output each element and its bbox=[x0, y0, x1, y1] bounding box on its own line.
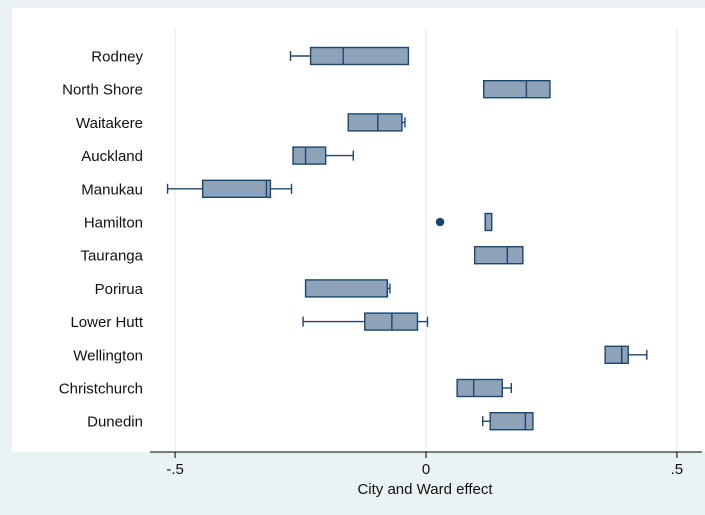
box-body-2 bbox=[347, 113, 403, 132]
x-tick-label-2: .5 bbox=[671, 461, 684, 478]
x-gridlines bbox=[174, 28, 678, 452]
box-body-1 bbox=[483, 79, 551, 99]
box-3 bbox=[292, 146, 354, 165]
box-11 bbox=[482, 412, 534, 431]
category-label-0: Rodney bbox=[91, 49, 143, 66]
category-label-2: Waitakere bbox=[76, 115, 143, 132]
x-axis: -.5 0 .5 bbox=[150, 451, 702, 478]
box-body-5 bbox=[484, 212, 493, 232]
box-body-10 bbox=[456, 378, 503, 398]
box-body-11 bbox=[489, 412, 534, 431]
box-9 bbox=[604, 345, 648, 364]
category-label-11: Dunedin bbox=[87, 414, 143, 431]
box-series bbox=[166, 46, 648, 431]
category-label-9: Wellington bbox=[73, 347, 143, 364]
box-0 bbox=[289, 46, 410, 66]
box-body-9 bbox=[604, 345, 629, 364]
outlier-point-5-0 bbox=[435, 217, 445, 227]
x-tick-label-0: -.5 bbox=[166, 461, 184, 478]
box-2 bbox=[347, 113, 406, 132]
box-body-6 bbox=[473, 245, 524, 265]
box-8 bbox=[302, 312, 429, 331]
category-labels: Rodney North Shore Waitakere Auckland Manuka… bbox=[59, 49, 144, 431]
category-label-7: Porirua bbox=[95, 281, 144, 298]
category-label-5: Hamilton bbox=[84, 215, 143, 232]
category-label-4: Manukau bbox=[81, 181, 143, 198]
box-body-8 bbox=[364, 312, 419, 331]
category-label-10: Christchurch bbox=[59, 381, 143, 398]
box-body-4 bbox=[201, 179, 272, 199]
category-label-1: North Shore bbox=[62, 82, 143, 99]
category-label-8: Lower Hutt bbox=[70, 314, 143, 331]
box-body-3 bbox=[292, 146, 327, 165]
box-10 bbox=[456, 378, 513, 398]
box-body-0 bbox=[309, 46, 410, 66]
x-tick-label-1: 0 bbox=[422, 461, 430, 478]
box-1 bbox=[483, 79, 551, 99]
box-7 bbox=[304, 279, 391, 298]
plot-region bbox=[12, 8, 705, 452]
box-5 bbox=[435, 212, 493, 232]
category-label-6: Tauranga bbox=[80, 248, 143, 265]
category-label-3: Auckland bbox=[81, 148, 143, 165]
box-4 bbox=[166, 179, 293, 199]
box-6 bbox=[473, 245, 524, 265]
x-axis-label: City and Ward effect bbox=[357, 481, 493, 498]
box-body-7 bbox=[304, 279, 389, 298]
